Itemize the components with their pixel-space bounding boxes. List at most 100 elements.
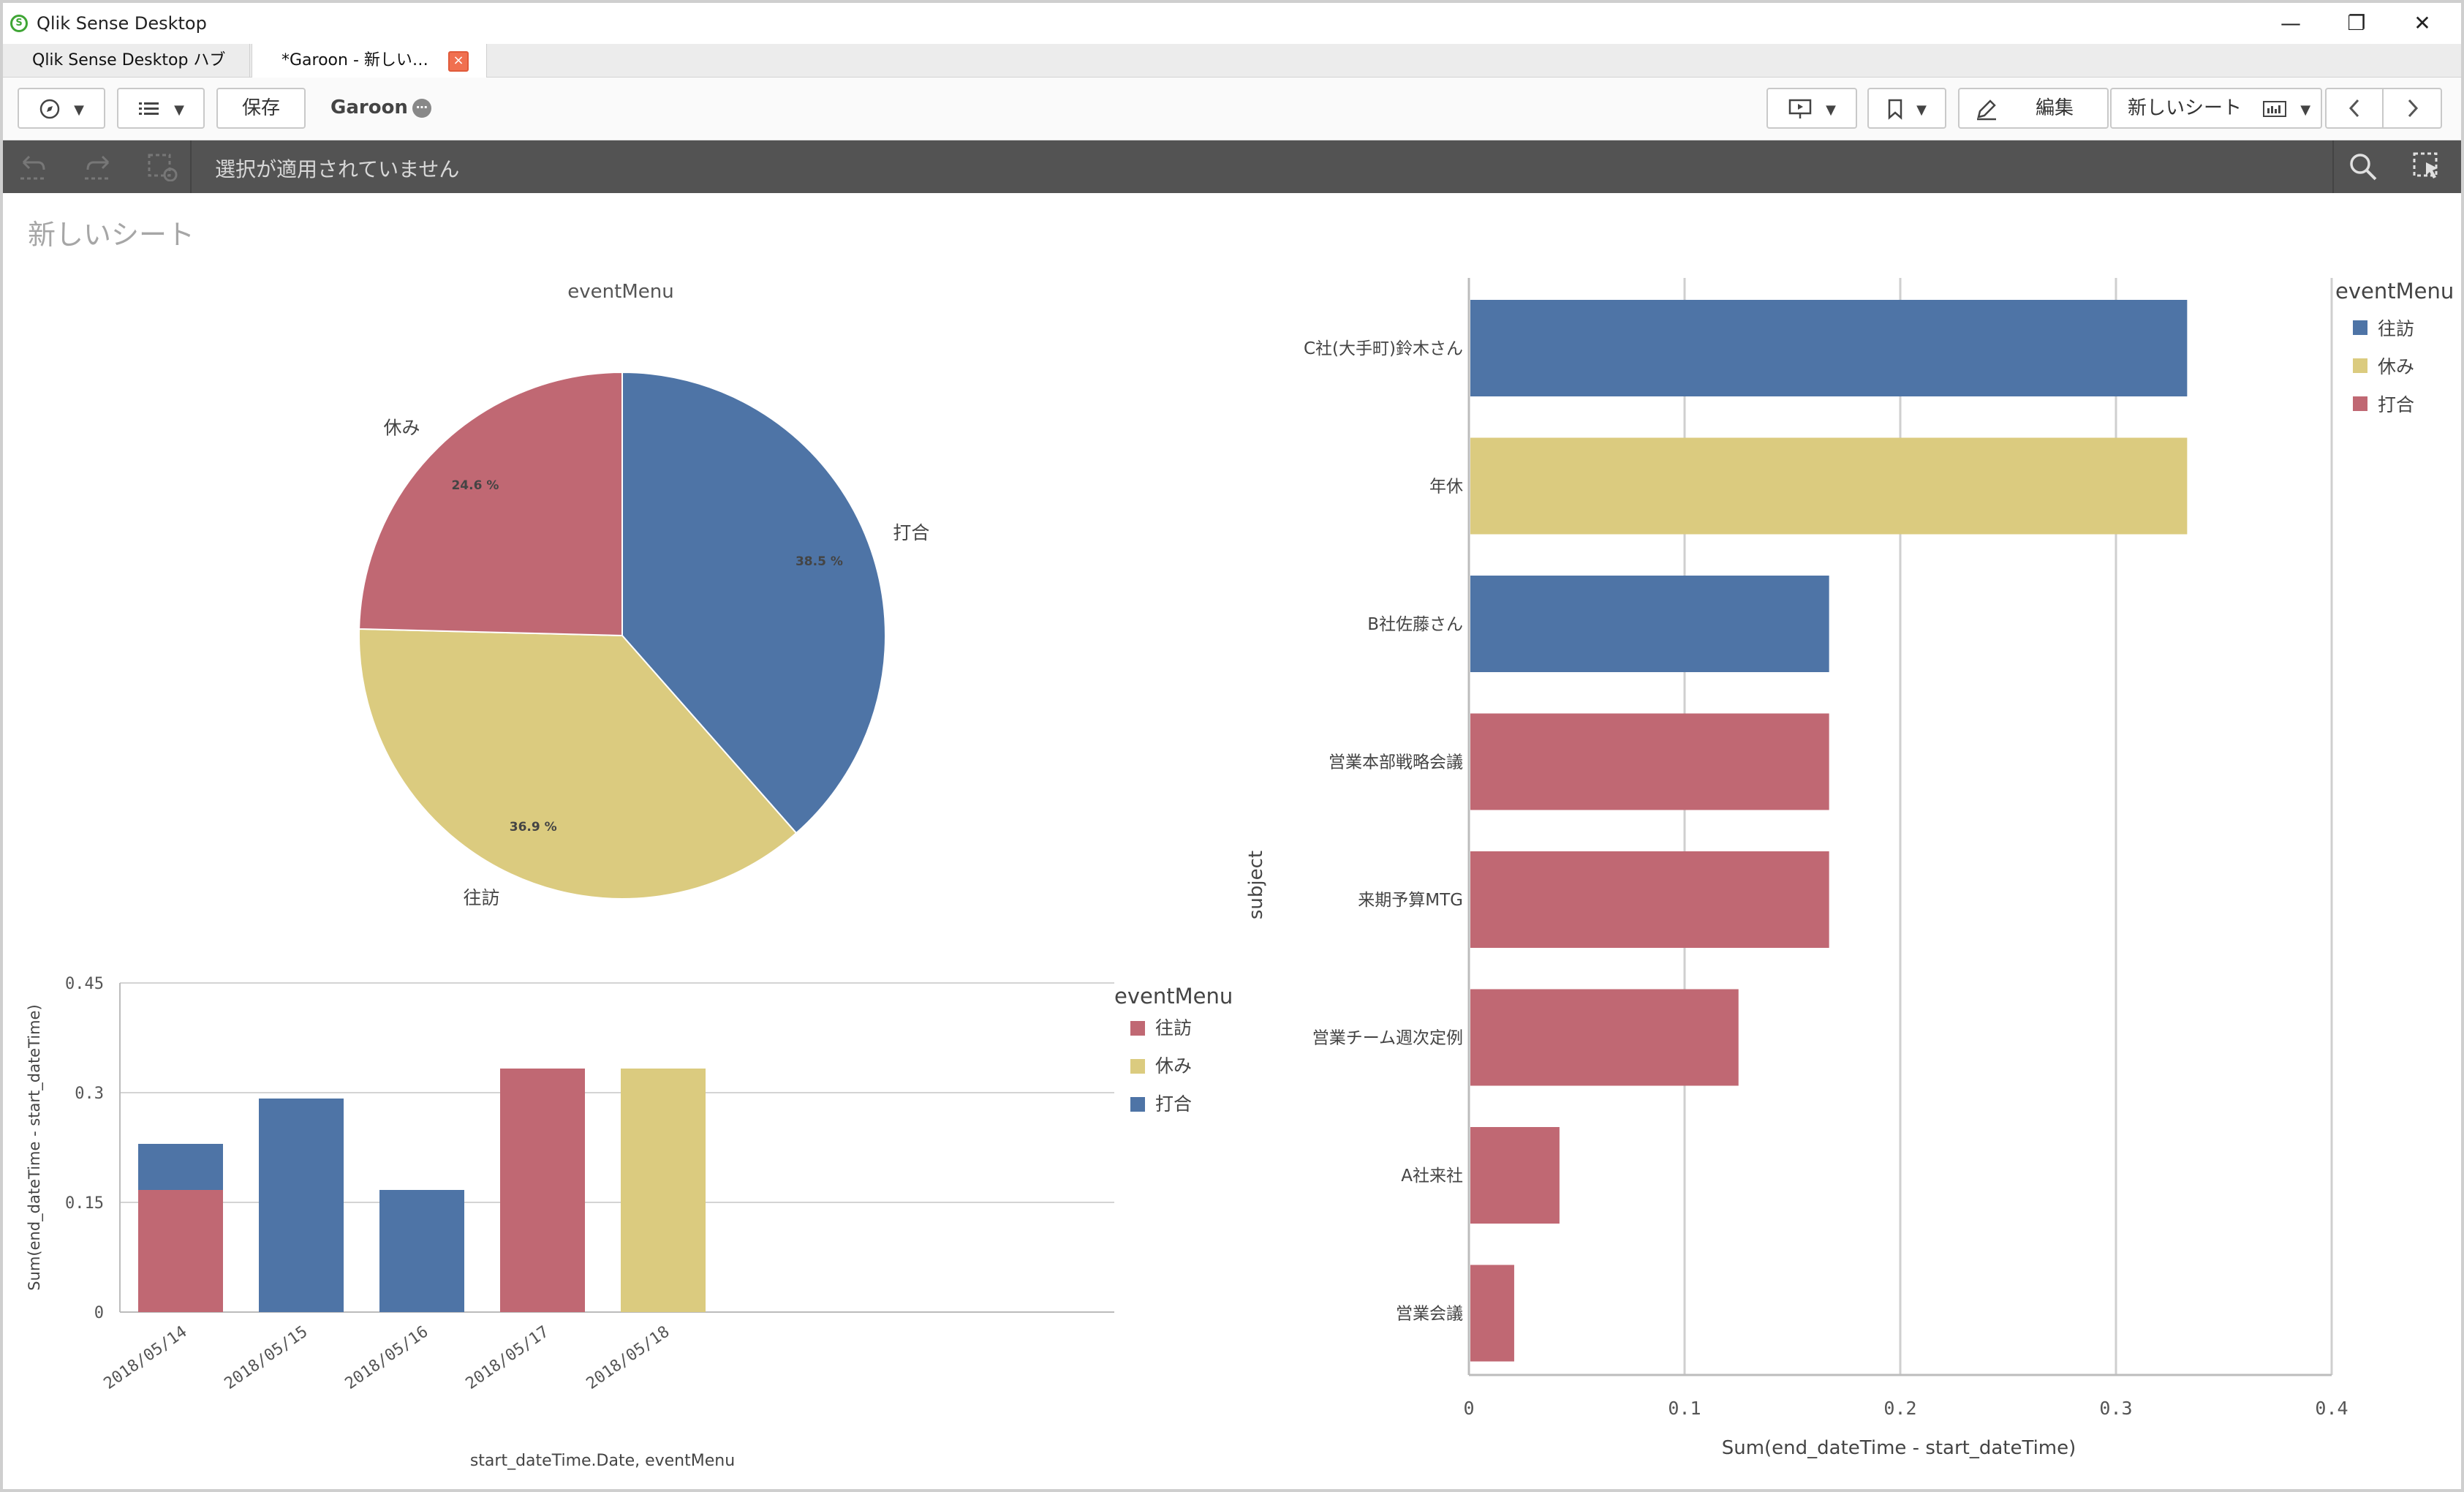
bar-0-2[interactable] bbox=[138, 1144, 223, 1190]
navigation-button[interactable]: ▼ bbox=[18, 88, 105, 129]
present-button[interactable]: ▼ bbox=[1766, 88, 1857, 129]
pie-slice-label-1: 往訪 bbox=[464, 887, 500, 908]
bar-x-tick-2: 2018/05/16 bbox=[342, 1322, 432, 1393]
chevron-left-icon bbox=[2348, 99, 2359, 118]
edit-label: 編集 bbox=[2036, 97, 2074, 119]
hbar-legend-label-1[interactable]: 休み bbox=[2378, 356, 2414, 377]
chevron-down-icon: ▼ bbox=[2300, 102, 2311, 118]
pie-chart-title: eventMenu bbox=[567, 281, 674, 303]
list-icon bbox=[139, 102, 159, 115]
hbar-bar-1[interactable] bbox=[1470, 437, 2188, 535]
bar-0-0[interactable] bbox=[138, 1190, 223, 1312]
bar-legend-title: eventMenu bbox=[1114, 984, 1233, 1009]
bar-1-2[interactable] bbox=[259, 1099, 344, 1312]
hbar-category-label-4: 来期予算MTG bbox=[1358, 891, 1463, 910]
chevron-down-icon: ▼ bbox=[1916, 102, 1927, 118]
pie-slice-0[interactable] bbox=[621, 371, 886, 834]
hbar-bar-7[interactable] bbox=[1470, 1265, 1514, 1362]
hbar-legend-title: eventMenu bbox=[2335, 279, 2454, 304]
bar-3-0[interactable] bbox=[500, 1069, 585, 1312]
edit-button[interactable]: 編集 bbox=[1958, 88, 2109, 129]
pencil-icon bbox=[1977, 99, 1996, 120]
qlik-logo-icon: S bbox=[10, 15, 28, 32]
close-window-button[interactable]: ✕ bbox=[2414, 11, 2431, 35]
tab-hub[interactable]: Qlik Sense Desktop ハブ bbox=[3, 44, 250, 78]
app-name: Garoon ⋯ bbox=[330, 97, 431, 118]
hbar-bar-6[interactable] bbox=[1470, 1127, 1560, 1224]
hbar-category-label-2: B社佐藤さん bbox=[1367, 615, 1463, 634]
hbar-bar-3[interactable] bbox=[1470, 713, 1829, 810]
search-button[interactable] bbox=[2347, 151, 2379, 181]
bar-x-tick-3: 2018/05/17 bbox=[463, 1322, 553, 1393]
next-sheet-button[interactable] bbox=[2385, 89, 2441, 127]
hbar-bar-2[interactable] bbox=[1470, 576, 1829, 672]
bar-legend-swatch-2 bbox=[1130, 1097, 1145, 1112]
hbar-legend-swatch-0 bbox=[2353, 320, 2367, 335]
stacked-bar-chart[interactable]: 0 0.15 0.3 0.45 2018/05/14 2018/05/15 2018/05/… bbox=[3, 961, 1246, 1488]
bar-legend-label-0[interactable]: 往訪 bbox=[1155, 1017, 1192, 1039]
search-icon bbox=[2350, 154, 2377, 181]
previous-sheet-button[interactable] bbox=[2327, 89, 2384, 127]
bar-x-tick-0: 2018/05/14 bbox=[101, 1322, 191, 1393]
sheet-title: 新しいシート bbox=[28, 219, 195, 251]
menu-button[interactable]: ▼ bbox=[117, 88, 205, 129]
selection-status: 選択が適用されていません bbox=[215, 157, 460, 181]
bar-x-tick-1: 2018/05/15 bbox=[222, 1322, 311, 1393]
pie-slice-label-2: 休み bbox=[384, 417, 420, 438]
pie-slice-2[interactable] bbox=[358, 371, 623, 637]
selection-tool-icon bbox=[2413, 152, 2438, 178]
bar-legend-label-2[interactable]: 打合 bbox=[1155, 1093, 1192, 1115]
bar-legend-swatch-0 bbox=[1130, 1021, 1145, 1036]
close-tab-icon[interactable]: × bbox=[448, 51, 469, 72]
pie-chart[interactable]: 38.5 % 打合 36.9 % 往訪 24.6 % 休み bbox=[3, 310, 1239, 939]
tab-garoon[interactable]: *Garoon - 新しい… × bbox=[252, 44, 487, 78]
clear-selections-icon[interactable] bbox=[146, 152, 178, 182]
hbar-legend-label-2[interactable]: 打合 bbox=[2378, 394, 2414, 415]
presentation-icon bbox=[1788, 99, 1812, 118]
chevron-down-icon: ▼ bbox=[174, 102, 184, 118]
hbar-x-tick-2: 0.2 bbox=[1883, 1398, 1916, 1419]
minimize-button[interactable]: — bbox=[2280, 11, 2301, 35]
bar-y-axis-title: Sum(end_dateTime - start_dateTime) bbox=[26, 1004, 44, 1290]
pie-pct-label-1: 36.9 % bbox=[510, 820, 557, 834]
bar-x-axis-title: start_dateTime.Date, eventMenu bbox=[470, 1452, 735, 1470]
hbar-legend-label-0[interactable]: 往訪 bbox=[2378, 318, 2414, 339]
pie-slice-label-0: 打合 bbox=[893, 522, 929, 543]
clear-icon bbox=[148, 154, 178, 182]
redo-selection-icon[interactable] bbox=[82, 152, 114, 181]
chevron-down-icon: ▼ bbox=[74, 102, 84, 118]
hbar-category-label-3: 営業本部戦略会議 bbox=[1329, 753, 1463, 772]
bar-y-tick-2: 0.3 bbox=[75, 1085, 104, 1103]
bar-legend-swatch-1 bbox=[1130, 1059, 1145, 1074]
hbar-x-tick-1: 0.1 bbox=[1668, 1398, 1701, 1419]
bar-y-tick-3: 0.45 bbox=[65, 975, 104, 993]
title-bar: S Qlik Sense Desktop — ❐ ✕ bbox=[3, 3, 2461, 44]
hbar-x-tick-3: 0.3 bbox=[2099, 1398, 2132, 1419]
compass-icon bbox=[39, 99, 60, 118]
pie-pct-label-0: 38.5 % bbox=[795, 554, 843, 569]
save-button[interactable]: 保存 bbox=[216, 88, 306, 129]
sheet-nav-buttons bbox=[2325, 88, 2442, 129]
undo-selection-icon[interactable] bbox=[18, 152, 50, 181]
tab-bar: Qlik Sense Desktop ハブ *Garoon - 新しい… × bbox=[3, 44, 2461, 78]
hbar-category-label-7: 営業会議 bbox=[1396, 1305, 1463, 1324]
bar-legend-label-1[interactable]: 休み bbox=[1155, 1055, 1192, 1077]
hbar-x-axis-title: Sum(end_dateTime - start_dateTime) bbox=[1722, 1437, 2076, 1459]
bar-4-1[interactable] bbox=[621, 1069, 706, 1312]
restore-button[interactable]: ❐ bbox=[2347, 11, 2366, 35]
bar-y-tick-1: 0.15 bbox=[65, 1194, 104, 1213]
hbar-bar-4[interactable] bbox=[1470, 851, 1829, 948]
more-icon[interactable]: ⋯ bbox=[412, 98, 431, 118]
bookmark-button[interactable]: ▼ bbox=[1867, 88, 1946, 129]
hbar-bar-0[interactable] bbox=[1470, 300, 2188, 396]
hbar-bar-5[interactable] bbox=[1470, 989, 1739, 1086]
pie-slice-1[interactable] bbox=[358, 628, 798, 900]
selections-tool-button[interactable] bbox=[2411, 151, 2444, 180]
sheet-selector-button[interactable]: 新しいシート ▼ bbox=[2110, 88, 2322, 129]
bar-2-2[interactable] bbox=[379, 1190, 464, 1312]
hbar-category-label-6: A社来社 bbox=[1401, 1167, 1463, 1186]
sheet-chart-icon bbox=[2263, 100, 2287, 117]
chevron-right-icon bbox=[2408, 99, 2419, 118]
